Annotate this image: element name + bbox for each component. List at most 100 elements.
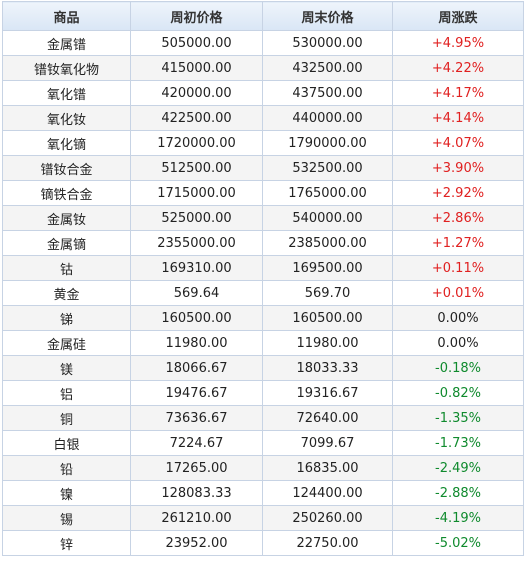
week-open-price-cell: 11980.00 (130, 330, 263, 356)
week-open-price-cell: 128083.33 (130, 480, 263, 506)
week-change-cell: 0.00% (392, 305, 524, 331)
table-row: 金属镨 505000.00 530000.00 +4.95% (2, 30, 524, 56)
table-row: 金属钕 525000.00 540000.00 +2.86% (2, 205, 524, 231)
header-change[interactable]: 周涨跌 (392, 1, 524, 31)
commodity-name-cell: 镝铁合金 (2, 180, 131, 206)
week-change-cell: +1.27% (392, 230, 524, 256)
week-open-price-cell: 261210.00 (130, 505, 263, 531)
week-open-price-cell: 160500.00 (130, 305, 263, 331)
commodity-name-cell: 白银 (2, 430, 131, 456)
week-close-price-cell: 11980.00 (262, 330, 393, 356)
commodity-name-cell: 钴 (2, 255, 131, 281)
week-close-price-cell: 124400.00 (262, 480, 393, 506)
week-close-price-cell: 250260.00 (262, 505, 393, 531)
week-open-price-cell: 23952.00 (130, 530, 263, 556)
header-row: 商品 周初价格 周末价格 周涨跌 (2, 1, 524, 31)
week-close-price-cell: 72640.00 (262, 405, 393, 431)
week-close-price-cell: 432500.00 (262, 55, 393, 81)
week-close-price-cell: 18033.33 (262, 355, 393, 381)
commodity-name-cell: 锡 (2, 505, 131, 531)
week-open-price-cell: 19476.67 (130, 380, 263, 406)
table-row: 氧化镝 1720000.00 1790000.00 +4.07% (2, 130, 524, 156)
week-change-cell: +2.86% (392, 205, 524, 231)
week-close-price-cell: 22750.00 (262, 530, 393, 556)
week-open-price-cell: 525000.00 (130, 205, 263, 231)
week-open-price-cell: 420000.00 (130, 80, 263, 106)
week-open-price-cell: 18066.67 (130, 355, 263, 381)
week-close-price-cell: 440000.00 (262, 105, 393, 131)
table-row: 黄金 569.64 569.70 +0.01% (2, 280, 524, 306)
commodity-name-cell: 镁 (2, 355, 131, 381)
week-open-price-cell: 17265.00 (130, 455, 263, 481)
table-row: 铜 73636.67 72640.00 -1.35% (2, 405, 524, 431)
commodity-name-cell: 锑 (2, 305, 131, 331)
week-open-price-cell: 512500.00 (130, 155, 263, 181)
week-close-price-cell: 160500.00 (262, 305, 393, 331)
week-change-cell: -4.19% (392, 505, 524, 531)
commodity-name-cell: 镨钕氧化物 (2, 55, 131, 81)
table-row: 氧化镨 420000.00 437500.00 +4.17% (2, 80, 524, 106)
table-row: 锌 23952.00 22750.00 -5.02% (2, 530, 524, 556)
week-close-price-cell: 19316.67 (262, 380, 393, 406)
header-commodity[interactable]: 商品 (2, 1, 131, 31)
week-close-price-cell: 1790000.00 (262, 130, 393, 156)
commodity-name-cell: 铜 (2, 405, 131, 431)
week-change-cell: +0.11% (392, 255, 524, 281)
week-change-cell: -5.02% (392, 530, 524, 556)
commodity-name-cell: 金属镝 (2, 230, 131, 256)
week-change-cell: +4.22% (392, 55, 524, 81)
week-change-cell: -0.18% (392, 355, 524, 381)
week-close-price-cell: 16835.00 (262, 455, 393, 481)
table-row: 氧化钕 422500.00 440000.00 +4.14% (2, 105, 524, 131)
header-week-close[interactable]: 周末价格 (262, 1, 393, 31)
week-open-price-cell: 422500.00 (130, 105, 263, 131)
week-open-price-cell: 169310.00 (130, 255, 263, 281)
week-change-cell: +3.90% (392, 155, 524, 181)
week-change-cell: -2.88% (392, 480, 524, 506)
week-close-price-cell: 7099.67 (262, 430, 393, 456)
week-close-price-cell: 1765000.00 (262, 180, 393, 206)
week-change-cell: -0.82% (392, 380, 524, 406)
commodity-name-cell: 锌 (2, 530, 131, 556)
week-close-price-cell: 540000.00 (262, 205, 393, 231)
table-row: 镨钕氧化物 415000.00 432500.00 +4.22% (2, 55, 524, 81)
table-row: 铅 17265.00 16835.00 -2.49% (2, 455, 524, 481)
table-row: 镁 18066.67 18033.33 -0.18% (2, 355, 524, 381)
week-close-price-cell: 532500.00 (262, 155, 393, 181)
week-open-price-cell: 415000.00 (130, 55, 263, 81)
table-row: 锑 160500.00 160500.00 0.00% (2, 305, 524, 331)
week-open-price-cell: 2355000.00 (130, 230, 263, 256)
week-close-price-cell: 530000.00 (262, 30, 393, 56)
week-close-price-cell: 569.70 (262, 280, 393, 306)
week-open-price-cell: 1715000.00 (130, 180, 263, 206)
week-close-price-cell: 169500.00 (262, 255, 393, 281)
week-open-price-cell: 7224.67 (130, 430, 263, 456)
commodity-name-cell: 金属镨 (2, 30, 131, 56)
header-week-open[interactable]: 周初价格 (130, 1, 263, 31)
week-open-price-cell: 569.64 (130, 280, 263, 306)
commodity-name-cell: 氧化镨 (2, 80, 131, 106)
week-change-cell: +0.01% (392, 280, 524, 306)
week-change-cell: +2.92% (392, 180, 524, 206)
commodity-name-cell: 氧化镝 (2, 130, 131, 156)
week-change-cell: -1.35% (392, 405, 524, 431)
table-row: 镍 128083.33 124400.00 -2.88% (2, 480, 524, 506)
week-open-price-cell: 1720000.00 (130, 130, 263, 156)
week-change-cell: +4.17% (392, 80, 524, 106)
commodity-name-cell: 黄金 (2, 280, 131, 306)
table-row: 金属硅 11980.00 11980.00 0.00% (2, 330, 524, 356)
commodity-name-cell: 氧化钕 (2, 105, 131, 131)
table-row: 镨钕合金 512500.00 532500.00 +3.90% (2, 155, 524, 181)
week-open-price-cell: 505000.00 (130, 30, 263, 56)
week-change-cell: -2.49% (392, 455, 524, 481)
table-row: 镝铁合金 1715000.00 1765000.00 +2.92% (2, 180, 524, 206)
table-row: 白银 7224.67 7099.67 -1.73% (2, 430, 524, 456)
commodity-name-cell: 铝 (2, 380, 131, 406)
commodity-name-cell: 镨钕合金 (2, 155, 131, 181)
week-change-cell: 0.00% (392, 330, 524, 356)
table-row: 锡 261210.00 250260.00 -4.19% (2, 505, 524, 531)
commodity-name-cell: 铅 (2, 455, 131, 481)
week-close-price-cell: 2385000.00 (262, 230, 393, 256)
table-row: 钴 169310.00 169500.00 +0.11% (2, 255, 524, 281)
